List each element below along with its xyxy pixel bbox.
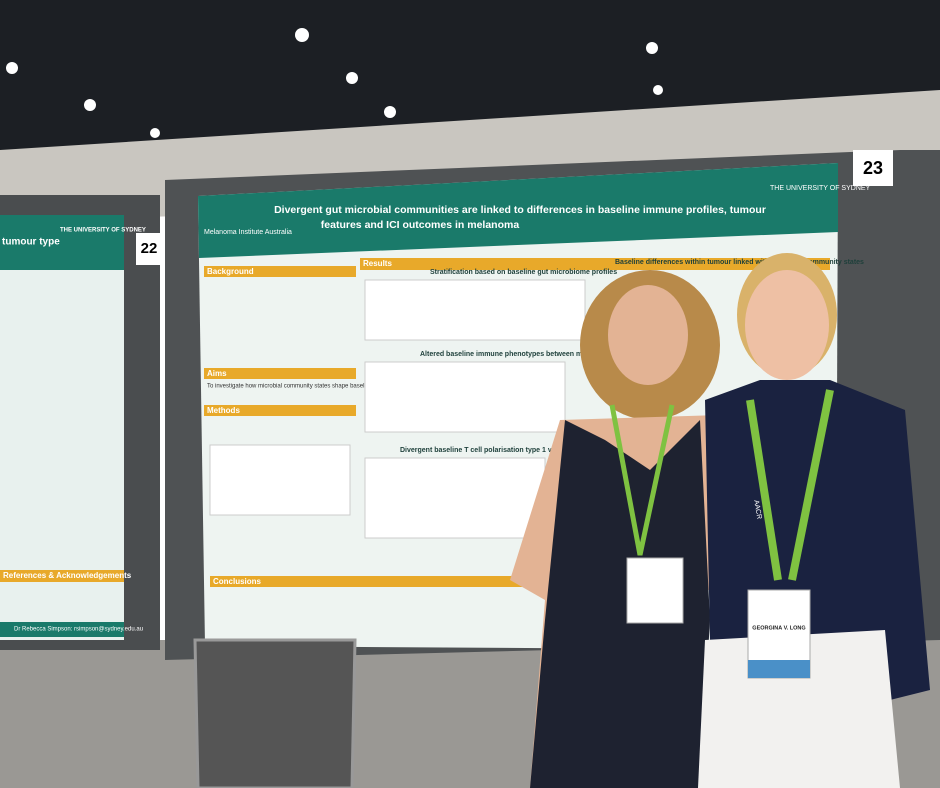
figure — [364, 361, 566, 433]
chair — [193, 638, 357, 788]
result-heading: Altered baseline immune phenotypes betwe… — [420, 351, 669, 358]
section-bar — [204, 405, 356, 416]
lanyard — [609, 404, 675, 556]
badge-name: GEORGINA V. LONG — [752, 625, 805, 631]
section-heading: Results — [363, 259, 392, 268]
figure — [364, 279, 586, 341]
result-heading: Divergent baseline T cell polarisation t… — [400, 447, 578, 454]
number-card — [853, 150, 893, 186]
dress — [530, 420, 710, 788]
section-bar — [204, 266, 356, 277]
section-bar — [360, 258, 830, 270]
poster-title: tumour type — [2, 237, 60, 248]
poster-header — [0, 215, 124, 270]
footer — [0, 622, 124, 637]
badge-band — [748, 660, 810, 678]
figure — [209, 444, 351, 516]
poster-number: 22 — [141, 240, 158, 257]
lanyard-text: AACR — [752, 499, 762, 519]
section-bar — [204, 368, 356, 379]
name-badge — [626, 557, 684, 624]
section-bar — [0, 570, 124, 582]
lanyard — [746, 399, 782, 581]
contact: Dr Rebecca Simpson: rsimpson@sydney.edu.… — [14, 627, 143, 633]
poster-header — [198, 163, 838, 258]
section-heading: Aims — [207, 369, 227, 378]
poster-title: Divergent gut microbial communities are … — [274, 204, 766, 216]
university: THE UNIVERSITY OF SYDNEY — [60, 228, 146, 234]
section-heading: Conclusions — [213, 577, 262, 586]
section-bar — [210, 576, 730, 587]
result-heading: Stratification based on baseline gut mic… — [430, 269, 617, 276]
poster — [0, 215, 124, 640]
result-heading: Baseline differences within tumour linke… — [615, 259, 864, 266]
number-card — [136, 233, 162, 265]
poster-number: 23 — [863, 158, 883, 178]
section-heading: Methods — [207, 406, 240, 415]
figure — [364, 457, 546, 539]
university: THE UNIVERSITY OF SYDNEY — [770, 185, 871, 192]
poster-title: features and ICI outcomes in melanoma — [321, 219, 520, 231]
section-heading: Background — [207, 267, 254, 276]
lanyard — [788, 389, 834, 581]
aims-text: To investigate how microbial community s… — [207, 384, 478, 390]
institute: Melanoma Institute Australia — [204, 229, 292, 236]
section-heading: References & Acknowledgements — [3, 571, 132, 580]
ceiling-lights — [6, 28, 663, 138]
face — [745, 270, 829, 380]
face — [608, 285, 688, 385]
